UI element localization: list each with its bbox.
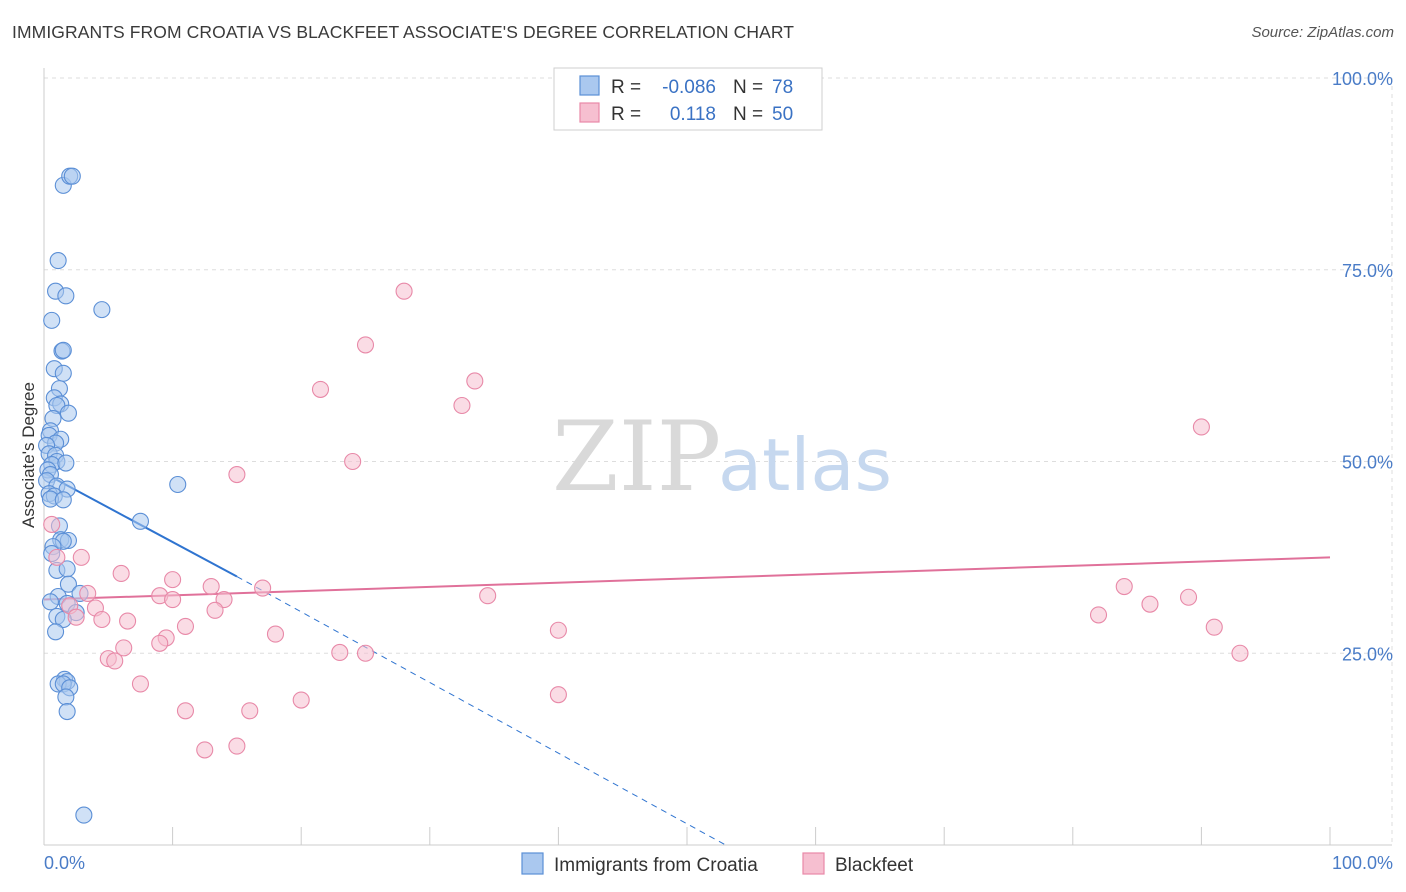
y-tick-label-1: 50.0% [1342, 453, 1393, 473]
y-axis-label: Associate's Degree [19, 382, 38, 528]
point-blackfeet-7 [228, 465, 246, 484]
point-blackfeet-25 [119, 612, 137, 630]
watermark-atlas: atlas [718, 423, 892, 507]
series-blackfeet [43, 282, 1249, 759]
point-blackfeet-40 [241, 702, 259, 720]
point-croatia-27 [57, 454, 75, 472]
point-croatia-3 [49, 251, 67, 270]
point-blackfeet-43 [1115, 577, 1133, 596]
point-blackfeet-28 [266, 625, 285, 643]
point-blackfeet-41 [228, 737, 246, 755]
point-blackfeet-27 [549, 621, 567, 639]
point-croatia-61 [57, 688, 75, 706]
point-blackfeet-9 [48, 548, 66, 566]
x-tick-labels: 0.0% 100.0% [44, 853, 1393, 873]
point-croatia-6 [93, 301, 111, 319]
point-croatia-38 [131, 512, 149, 530]
point-croatia-7 [43, 311, 61, 329]
trend-line-croatia-extension [236, 576, 726, 846]
point-blackfeet-32 [331, 643, 349, 662]
data-points [38, 167, 1249, 824]
point-blackfeet-39 [176, 702, 195, 720]
point-blackfeet-8 [43, 515, 61, 533]
point-blackfeet-0 [395, 282, 413, 300]
point-croatia-11 [54, 364, 72, 382]
legend-r-label-blackfeet: R = [611, 104, 641, 125]
point-blackfeet-33 [356, 644, 375, 662]
y-tick-label-3: 100.0% [1332, 69, 1393, 89]
point-croatia-9 [54, 341, 72, 359]
legend-n-label-blackfeet: N = [733, 104, 763, 125]
point-croatia-5 [57, 287, 75, 305]
point-blackfeet-2 [466, 372, 484, 390]
point-blackfeet-14 [254, 579, 272, 597]
point-blackfeet-48 [1231, 644, 1249, 662]
point-blackfeet-42 [196, 741, 214, 759]
point-blackfeet-23 [67, 608, 85, 626]
point-blackfeet-47 [1205, 618, 1223, 636]
point-blackfeet-11 [112, 564, 130, 583]
legend-n-value-blackfeet: 50 [772, 104, 793, 125]
y-tick-label-2: 75.0% [1342, 261, 1393, 281]
point-blackfeet-37 [549, 686, 567, 704]
series-legend: Immigrants from Croatia Blackfeet [521, 852, 914, 876]
point-blackfeet-15 [79, 584, 97, 602]
point-blackfeet-38 [292, 691, 310, 709]
point-blackfeet-35 [106, 652, 124, 670]
point-croatia-36 [54, 491, 72, 509]
point-blackfeet-17 [479, 587, 497, 605]
point-blackfeet-36 [131, 675, 149, 693]
point-blackfeet-44 [1141, 595, 1159, 613]
legend-n-value-croatia: 78 [772, 77, 793, 98]
point-croatia-55 [47, 623, 65, 641]
series-legend-swatch-croatia [521, 852, 544, 875]
point-croatia-47 [59, 575, 77, 593]
legend-r-label-croatia: R = [611, 77, 641, 98]
point-blackfeet-30 [151, 634, 169, 652]
legend-swatch-blackfeet [579, 102, 600, 123]
legend-swatch-croatia [579, 75, 600, 96]
y-tick-labels: 25.0% 50.0% 75.0% 100.0% [1332, 69, 1393, 664]
series-croatia [38, 167, 187, 824]
point-blackfeet-18 [164, 591, 182, 609]
legend-n-label-croatia: N = [733, 77, 763, 98]
point-blackfeet-5 [1192, 418, 1210, 436]
x-tick-label-1: 100.0% [1332, 853, 1393, 873]
trend-lines [43, 472, 1331, 846]
point-blackfeet-6 [344, 452, 362, 471]
point-blackfeet-10 [72, 548, 90, 566]
point-blackfeet-45 [1179, 588, 1198, 606]
point-blackfeet-26 [176, 617, 195, 635]
point-blackfeet-1 [356, 336, 375, 354]
x-tick-label-0: 0.0% [44, 853, 85, 873]
point-croatia-37 [169, 475, 187, 494]
point-blackfeet-4 [453, 396, 471, 415]
legend-r-value-blackfeet: 0.118 [670, 104, 716, 125]
point-croatia-63 [75, 806, 93, 824]
trend-line-blackfeet [43, 556, 1331, 601]
point-croatia-2 [63, 167, 81, 185]
point-blackfeet-13 [202, 577, 220, 596]
point-blackfeet-12 [164, 571, 182, 589]
chart-title: IMMIGRANTS FROM CROATIA VS BLACKFEET ASS… [12, 22, 795, 42]
watermark: ZIP atlas [552, 401, 892, 513]
point-blackfeet-3 [311, 380, 330, 398]
source-credit: Source: ZipAtlas.com [1251, 24, 1394, 41]
point-blackfeet-31 [115, 639, 133, 657]
series-legend-swatch-blackfeet [802, 852, 825, 875]
series-legend-label-blackfeet: Blackfeet [835, 855, 914, 876]
watermark-zip: ZIP [552, 401, 721, 513]
point-blackfeet-22 [206, 601, 224, 619]
legend-r-value-croatia: -0.086 [662, 77, 716, 98]
point-blackfeet-24 [93, 610, 111, 629]
point-croatia-62 [58, 702, 76, 721]
point-blackfeet-46 [1089, 606, 1108, 624]
y-tick-label-0: 25.0% [1342, 644, 1393, 664]
series-legend-label-croatia: Immigrants from Croatia [554, 855, 758, 876]
point-croatia-16 [59, 404, 77, 422]
point-croatia-50 [41, 593, 59, 611]
legend-box: R = -0.086 N = 78 R = 0.118 N = 50 [553, 67, 823, 131]
